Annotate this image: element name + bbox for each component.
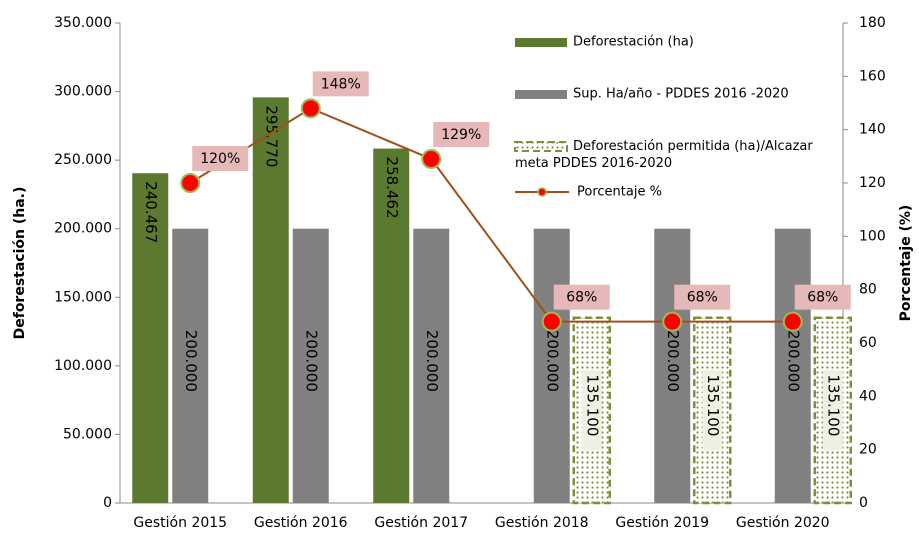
y2-tick-label: 160	[859, 68, 886, 84]
label-box	[581, 370, 602, 451]
legend-marker	[537, 187, 547, 197]
x-tick-label: Gestión 2016	[254, 515, 348, 531]
y2-tick-label: 60	[859, 335, 877, 351]
y2-tick-label: 120	[859, 175, 886, 191]
y2-tick-label: 20	[859, 442, 877, 458]
y-tick-label: 350.000	[54, 15, 112, 31]
data-label: 129%	[441, 127, 481, 143]
y-tick-label: 0	[103, 495, 112, 511]
x-tick-label: Gestión 2017	[374, 515, 468, 531]
label-box	[794, 284, 851, 310]
data-label: 240.467	[142, 181, 160, 243]
data-label: 135.100	[704, 374, 722, 436]
bar	[132, 173, 169, 504]
x-tick-label: Gestión 2019	[615, 515, 709, 531]
y-tick-label: 200.000	[54, 221, 112, 237]
y2-axis-label: Porcentaje (%)	[898, 205, 914, 322]
data-label: 68%	[687, 290, 718, 306]
x-tick-label: Gestión 2015	[133, 515, 227, 531]
data-label: 68%	[807, 290, 838, 306]
data-label: 295.770	[262, 105, 280, 167]
data-label: 200.000	[664, 330, 682, 392]
point	[541, 311, 562, 332]
data-label: 200.000	[423, 330, 441, 392]
legend-label: Sup. Ha/año - PDDES 2016 -2020	[573, 87, 789, 102]
point	[782, 311, 803, 332]
point	[421, 149, 442, 169]
legend-label-line: meta PDDES 2016-2020	[515, 156, 672, 171]
legend-label: Deforestación permitida (ha)/Alcazar meta…	[515, 139, 813, 171]
data-label: 120%	[200, 151, 240, 167]
point	[662, 311, 683, 332]
label-box	[822, 370, 843, 451]
label-box	[674, 284, 731, 310]
y2-tick-label: 80	[859, 282, 877, 298]
y-tick-label: 250.000	[54, 152, 112, 168]
bar	[533, 228, 570, 503]
data-label: 135.100	[824, 374, 842, 436]
line	[189, 107, 793, 323]
bar	[172, 228, 209, 503]
y2-tick-label: 0	[859, 495, 868, 511]
point	[180, 173, 201, 193]
label-box	[553, 284, 610, 310]
legend-swatch	[515, 90, 567, 99]
data-label: 135.100	[583, 374, 601, 436]
label-box	[433, 122, 490, 147]
bar	[774, 228, 811, 503]
data-label: 200.000	[302, 330, 320, 392]
y2-tick-label: 100	[859, 228, 886, 244]
bar	[252, 97, 289, 504]
x-tick-label: Gestión 2018	[495, 515, 589, 531]
y-tick-label: 50.000	[63, 426, 112, 442]
y-tick-label: 150.000	[54, 289, 112, 305]
data-label: 200.000	[543, 330, 561, 392]
data-label: 148%	[321, 76, 361, 92]
y2-tick-label: 180	[859, 15, 886, 31]
y-tick-label: 100.000	[54, 358, 112, 374]
y-tick-label: 300.000	[54, 84, 112, 100]
y2-tick-label: 140	[859, 122, 886, 138]
y2-tick-label: 40	[859, 388, 877, 404]
x-tick-label: Gestión 2020	[736, 515, 830, 531]
legend-label: Deforestación (ha)	[573, 35, 694, 50]
y-axis-label: Deforestación (ha.)	[12, 187, 28, 340]
bar	[413, 228, 450, 503]
point	[300, 98, 321, 119]
bar	[373, 148, 410, 503]
data-label: 200.000	[784, 330, 802, 392]
bar	[292, 228, 329, 503]
legend-label-line: Deforestación permitida (ha)/Alcazar	[573, 139, 813, 154]
label-box	[192, 146, 249, 171]
data-label: 68%	[566, 290, 597, 306]
bar	[654, 228, 691, 503]
legend-swatch	[515, 38, 567, 47]
data-label: 258.462	[383, 157, 401, 219]
legend-label: Porcentaje %	[577, 185, 662, 200]
legend-swatch	[514, 141, 568, 152]
data-label: 200.000	[182, 330, 200, 392]
label-box	[312, 71, 369, 97]
label-box	[702, 370, 723, 451]
